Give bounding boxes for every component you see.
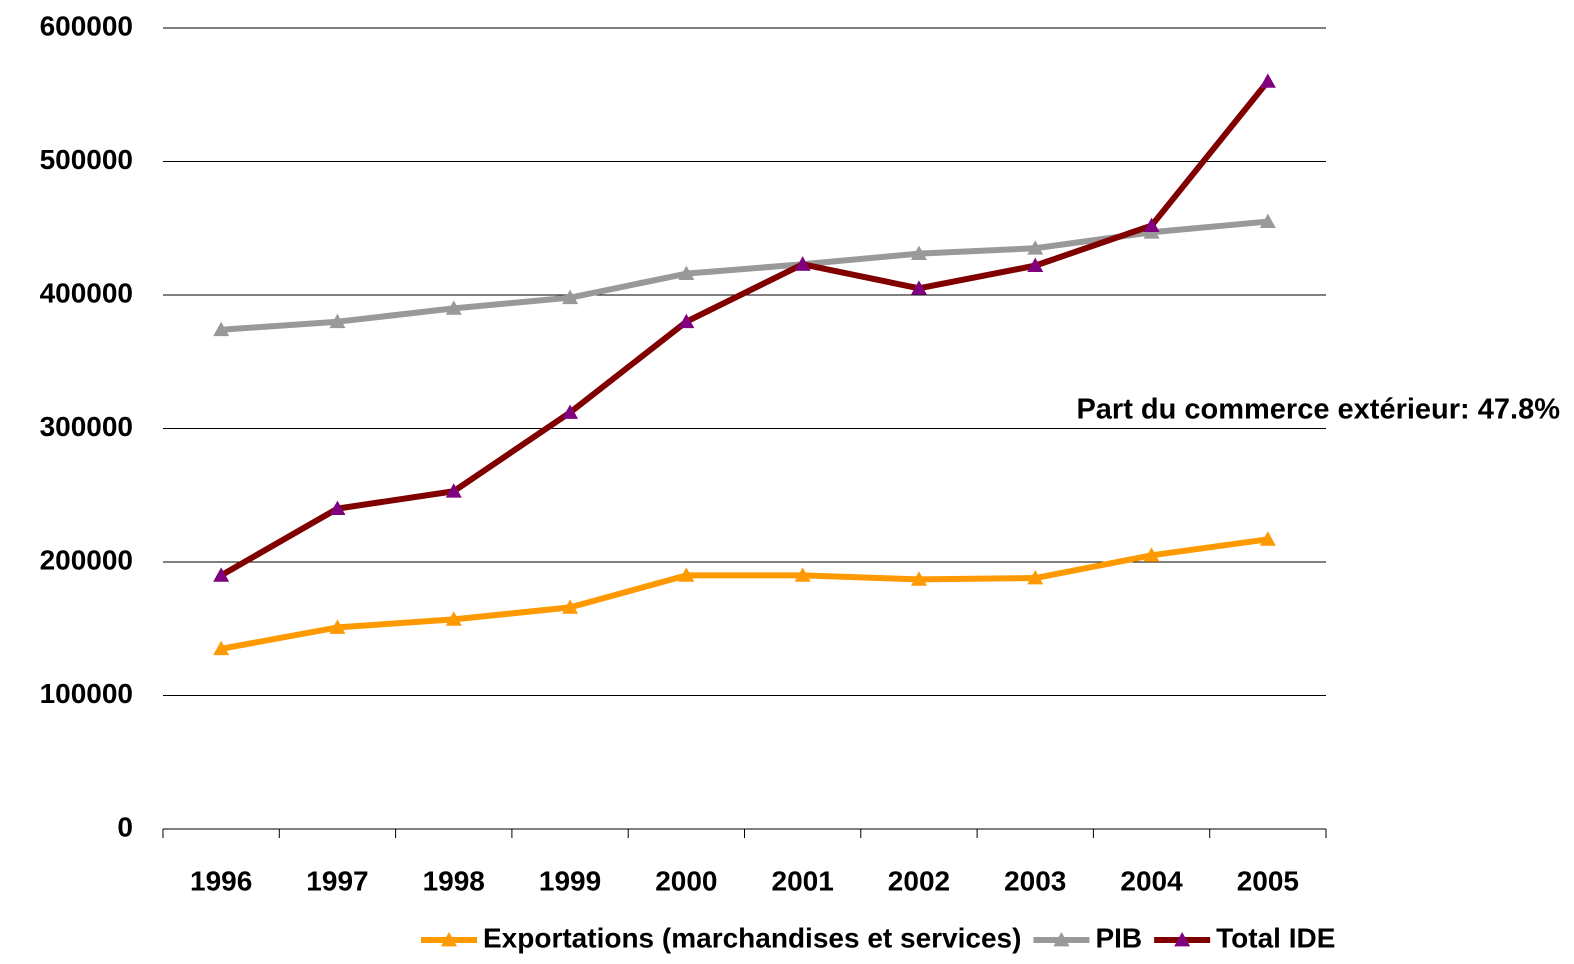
marker (1143, 217, 1160, 232)
x-tick-label: 2001 (772, 865, 834, 896)
x-tick-label: 1997 (306, 865, 368, 896)
marker (213, 321, 230, 337)
legend: Exportations (marchandises et services) P… (421, 922, 1335, 953)
marker (1027, 240, 1044, 255)
annotation: Part du commerce extérieur: 47.8% (1076, 394, 1560, 426)
x-tick-label: 2003 (1004, 865, 1066, 896)
x-tick-label: 2004 (1120, 865, 1183, 896)
legend-marker (1174, 932, 1191, 947)
marker (1143, 547, 1160, 562)
y-tick-label: 400000 (40, 277, 133, 308)
marker (445, 483, 462, 498)
marker (445, 300, 462, 315)
marker (562, 289, 579, 305)
marker (1027, 257, 1044, 273)
series-line (219, 79, 1271, 578)
marker (1259, 531, 1276, 546)
marker (329, 313, 346, 329)
marker (794, 256, 811, 271)
marker (562, 599, 579, 614)
marker (1259, 213, 1276, 228)
marker (1259, 73, 1276, 88)
x-tick-label: 2000 (655, 865, 717, 896)
y-tick-label: 600000 (40, 10, 133, 41)
y-tick-label: 100000 (40, 678, 133, 709)
legend-marker (441, 932, 457, 947)
marker (794, 567, 811, 582)
marker (213, 640, 230, 656)
y-tick-label: 300000 (40, 411, 133, 442)
y-tick-label: 500000 (40, 144, 133, 175)
x-tick-label: 2002 (888, 865, 950, 896)
marker (910, 245, 927, 261)
marker (1027, 570, 1044, 585)
marker (445, 611, 462, 626)
marker (213, 567, 230, 582)
x-tick-label: 2005 (1237, 865, 1299, 896)
x-tick-label: 1999 (539, 865, 601, 896)
legend-label: Exportations (marchandises et services) (483, 922, 1021, 953)
marker (678, 313, 695, 329)
marker (910, 571, 927, 586)
y-tick-label: 0 (117, 811, 133, 842)
series-line (220, 536, 1269, 652)
marker (562, 404, 579, 419)
y-tick-label: 200000 (40, 544, 133, 575)
legend-label: PIB (1095, 922, 1142, 953)
marker (329, 619, 346, 634)
x-tick-label: 1998 (423, 865, 485, 896)
legend-label: Total IDE (1216, 922, 1335, 953)
x-tick-label: 1996 (190, 865, 252, 896)
marker (678, 265, 695, 281)
marker (329, 500, 346, 515)
marker (910, 280, 927, 295)
marker (678, 567, 695, 582)
series-line (220, 218, 1269, 333)
legend-marker (1053, 932, 1070, 947)
